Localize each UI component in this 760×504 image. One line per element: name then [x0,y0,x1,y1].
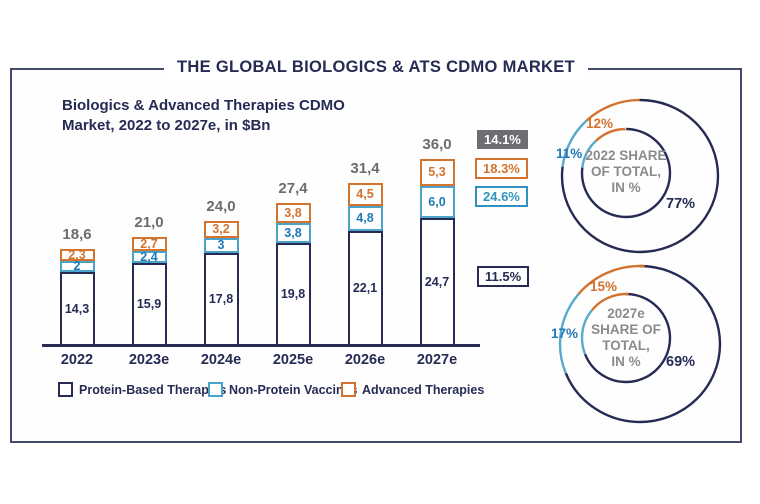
bar-column-2024e: 24,0 3,2 3 17,8 [203,198,239,346]
bar-segment-navy: 15,9 [131,263,167,346]
bar-column-2022: 18,6 2,3 2 14,3 [59,226,95,346]
bar-total-label: 24,0 [206,198,236,216]
x-axis-label-2024e: 2024e [200,352,242,368]
bar-column-2026e: 31,4 4,5 4,8 22,1 [347,160,383,346]
legend-item-advanced-therapies: Advanced Therapies [341,382,484,397]
x-axis-label-2023e: 2023e [128,352,170,368]
legend-swatch-orange-icon [341,382,356,397]
cagr-badge-total: 14.1% [477,130,528,149]
bar-segment-orange: 5,3 [419,158,455,187]
donut-center-line: 2022 SHARE [585,148,667,163]
legend-swatch-blue-icon [208,382,223,397]
legend-label: Protein-Based Therapies [79,382,227,397]
donut-2027e-protein-pct: 69% [666,354,696,370]
legend-item-protein-based: Protein-Based Therapies [58,382,226,397]
donut-2027e-vaccines-pct: 17% [551,326,579,341]
bar-segment-blue: 3 [203,237,239,254]
donut-2022-vaccines-pct: 11% [556,146,583,161]
bar-total-label: 31,4 [350,159,380,177]
bar-column-2025e: 27,4 3,8 3,8 19,8 [275,180,311,346]
donut-ring-segment-navy [580,292,672,384]
donut-chart-2022 [560,98,720,254]
donut-ring-segment-orange [560,98,720,254]
legend-label: Advanced Therapies [362,382,485,397]
bar-total-label: 18,6 [62,226,92,244]
bar-segment-blue: 2 [59,260,95,273]
bar-column-2027e: 36,0 5,3 6,0 24,7 [419,136,455,346]
cagr-badge-advanced-therapies: 18.3% [475,158,528,179]
bar-segment-blue: 4,8 [347,206,383,232]
donut-ring-segment-blue [558,264,722,424]
donut-2022-advanced-pct: 12% [586,116,614,131]
donut-center-line: 2027e [607,306,645,321]
bar-total-label: 27,4 [278,180,308,198]
bar-column-2023e: 21,0 2,7 2,4 15,9 [131,214,167,346]
legend-label: Non-Protein Vaccines [229,382,358,397]
x-axis-label-2026e: 2026e [344,352,386,368]
donut-2027e-advanced-pct: 15% [590,279,618,294]
donut-center-line: SHARE OF [591,322,661,337]
x-axis-line [42,344,480,347]
bar-segment-orange: 3,2 [203,221,239,238]
donut-center-line: TOTAL, [602,338,650,353]
bar-segment-orange: 2,7 [131,236,167,251]
bar-segment-orange: 2,3 [59,249,95,262]
donut-2022-center-label: 2022 SHARE OF TOTAL, IN % [558,148,694,196]
cagr-badge-non-protein-vaccines: 24.6% [475,186,528,207]
legend-swatch-navy-icon [58,382,73,397]
donut-ring-segment-orange [558,264,722,424]
donut-ring-segment-navy [580,127,672,219]
bar-segment-blue: 6,0 [419,186,455,218]
cagr-badge-protein-based: 11.5% [477,266,530,287]
bar-segment-orange: 4,5 [347,182,383,207]
donut-2022-protein-pct: 77% [666,196,696,212]
page-title: THE GLOBAL BIOLOGICS & ATS CDMO MARKET [164,58,588,77]
bar-segment-navy: 24,7 [419,217,455,346]
bar-segment-blue: 3,8 [275,223,311,243]
bar-chart-title: Biologics & Advanced Therapies CDMO Mark… [62,97,345,134]
bar-segment-navy: 14,3 [59,271,95,346]
bar-segment-navy: 22,1 [347,231,383,346]
bar-segment-navy: 17,8 [203,253,239,346]
bar-segment-blue: 2,4 [131,251,167,264]
donut-ring-segment-orange [580,127,672,219]
donut-center-line: IN % [611,354,641,369]
donut-center-line: OF TOTAL, [591,164,661,179]
legend-item-non-protein-vaccines: Non-Protein Vaccines [208,382,358,397]
donut-chart-2027e [558,264,722,424]
donut-ring-segment-blue [580,292,672,384]
bar-total-label: 21,0 [134,213,164,231]
donut-ring-segment-orange [580,292,672,384]
donut-center-line: IN % [611,180,641,195]
x-axis-label-2025e: 2025e [272,352,314,368]
bar-segment-orange: 3,8 [275,203,311,224]
x-axis-label-2027e: 2027e [416,352,458,368]
x-axis-label-2022: 2022 [60,352,94,368]
bar-segment-navy: 19,8 [275,243,311,346]
donut-2027e-center-label: 2027e SHARE OF TOTAL, IN % [558,306,694,370]
bar-total-label: 36,0 [422,135,452,153]
